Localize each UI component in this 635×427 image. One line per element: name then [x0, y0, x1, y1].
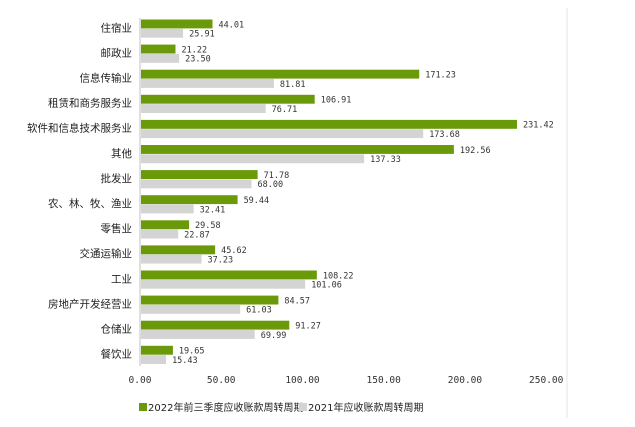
bar-2022: [141, 345, 173, 355]
category-label: 仓储业: [101, 323, 133, 336]
category-label: 交通运输业: [80, 247, 133, 260]
bar-2021: [141, 28, 184, 38]
bar-2022: [141, 270, 317, 280]
category-label: 工业: [111, 273, 132, 285]
category-label: 租赁和商务服务业: [48, 97, 132, 110]
category-label: 批发业: [101, 172, 133, 185]
bar-2021: [141, 179, 252, 189]
value-label-2021: 81.81: [280, 80, 306, 90]
value-label-2021: 25.91: [189, 30, 215, 40]
legend-swatch-2022: [139, 403, 147, 411]
category-label: 农、林、牧、渔业: [48, 197, 132, 210]
value-label-2022: 231.42: [523, 121, 554, 131]
bar-2021: [141, 229, 179, 239]
bars-group: [141, 19, 518, 364]
value-label-2021: 22.87: [184, 230, 210, 240]
bar-2022: [141, 320, 290, 330]
value-label-2021: 69.99: [261, 331, 287, 341]
category-label: 住宿业: [101, 21, 133, 34]
x-tick-label: 50.00: [207, 375, 236, 386]
legend-label-2022: 2022年前三季度应收账款周转周期: [148, 401, 303, 414]
value-label-2022: 45.62: [221, 246, 247, 256]
value-label-2022: 44.01: [219, 20, 245, 30]
value-label-2021: 68.00: [257, 180, 283, 190]
bar-2022: [141, 195, 238, 205]
value-label-2022: 91.27: [295, 322, 321, 332]
bar-2021: [141, 355, 167, 364]
bar-2022: [141, 145, 454, 154]
bar-2021: [141, 204, 194, 214]
bar-2022: [141, 119, 518, 129]
legend-label-2021: 2021年应收账款周转周期: [308, 401, 423, 414]
bar-2022: [141, 94, 315, 104]
x-tick-label: 100.00: [285, 375, 320, 386]
value-label-2021: 137.33: [370, 155, 401, 165]
bar-2021: [141, 279, 306, 289]
bar-2021: [141, 53, 180, 63]
value-label-2021: 101.06: [311, 281, 342, 291]
category-label: 零售业: [101, 222, 133, 235]
value-label-2021: 32.41: [200, 205, 226, 215]
bar-2021: [141, 79, 274, 88]
bar-2021: [141, 129, 424, 139]
bar-2022: [141, 220, 190, 230]
bar-2021: [141, 304, 241, 314]
bar-2022: [141, 245, 216, 255]
value-label-2022: 84.57: [284, 296, 310, 306]
value-label-2022: 171.23: [425, 71, 456, 81]
value-label-2022: 19.65: [179, 347, 205, 357]
bar-2022: [141, 44, 176, 54]
x-tick-label: 150.00: [367, 375, 402, 386]
category-label: 其他: [111, 147, 132, 160]
category-label: 信息传输业: [80, 72, 133, 85]
category-label: 软件和信息技术服务业: [27, 122, 132, 135]
legend: 2022年前三季度应收账款周转周期 2021年应收账款周转周期: [139, 401, 423, 414]
bar-2021: [141, 330, 255, 339]
bar-2022: [141, 170, 258, 179]
bar-2022: [141, 19, 213, 29]
value-label-2022: 29.58: [195, 221, 221, 231]
category-label: 餐饮业: [101, 348, 133, 361]
bar-2021: [141, 254, 202, 264]
value-label-2022: 21.22: [181, 45, 207, 55]
bar-2022: [141, 295, 279, 305]
value-label-2022: 71.78: [264, 171, 290, 181]
x-tick-label: 200.00: [448, 375, 483, 386]
legend-swatch-2021: [299, 403, 307, 411]
value-label-2021: 15.43: [172, 356, 198, 366]
value-label-2021: 37.23: [207, 256, 233, 266]
x-tick-label: 0.00: [129, 375, 152, 386]
value-label-2021: 173.68: [429, 130, 460, 140]
value-label-2022: 192.56: [460, 146, 491, 156]
category-labels: 住宿业邮政业信息传输业租赁和商务服务业软件和信息技术服务业其他批发业农、林、牧、…: [27, 21, 132, 360]
category-label: 邮政业: [101, 46, 133, 59]
x-tick-labels: 0.00 50.00 100.00 150.00 200.00 250.00: [129, 375, 564, 386]
x-tick-label: 250.00: [529, 375, 564, 386]
bar-2022: [141, 69, 420, 79]
category-label: 房地产开发经营业: [48, 297, 132, 310]
bar-2021: [141, 154, 365, 164]
value-label-2022: 59.44: [244, 196, 270, 206]
value-label-2021: 23.50: [185, 55, 211, 65]
value-label-2021: 76.71: [272, 105, 298, 115]
value-label-2022: 106.91: [321, 96, 352, 106]
value-label-2021: 61.03: [246, 306, 272, 316]
value-label-2022: 108.22: [323, 271, 354, 281]
bar-2021: [141, 104, 266, 113]
